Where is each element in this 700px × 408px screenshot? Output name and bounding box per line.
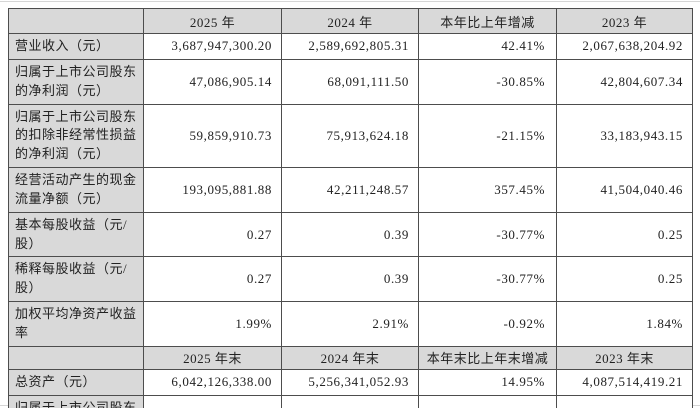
column-header-yoy-change: 本年比上年增减 xyxy=(418,8,557,34)
header-empty-cell xyxy=(8,345,144,370)
cell-value: 42,804,607.34 xyxy=(556,58,693,105)
cell-value: -21.15% xyxy=(418,103,557,169)
cell-value: 0.27 xyxy=(143,211,282,258)
cell-value: 47,086,905.14 xyxy=(143,58,282,105)
cell-value: 41,504,040.46 xyxy=(556,167,693,213)
column-header-2024-end: 2024 年末 xyxy=(281,345,419,370)
cell-value: 42.41% xyxy=(418,33,557,60)
financial-summary-table: 2025 年 2024 年 本年比上年增减 2023 年 营业收入（元） 3,6… xyxy=(8,8,693,408)
table-row-basic-eps: 基本每股收益（元/股） 0.27 0.39 -30.77% 0.25 xyxy=(8,211,693,258)
cell-value: 193,095,881.88 xyxy=(143,167,282,213)
cell-value: 0.27 xyxy=(143,256,282,303)
cell-value: 2,589,692,805.31 xyxy=(281,33,419,60)
column-header-2023: 2023 年 xyxy=(556,8,693,34)
cell-value: 0.39 xyxy=(281,256,419,303)
cell-value: -30.77% xyxy=(418,256,557,303)
cell-value: 0.39 xyxy=(281,211,419,258)
cell-value: 59,859,910.73 xyxy=(143,103,282,169)
column-header-period-end-change: 本年末比上年末增减 xyxy=(418,345,557,370)
cell-value: 4,087,514,419.21 xyxy=(556,368,693,396)
row-label: 归属于上市公司股东的净利润（元） xyxy=(8,58,144,105)
table-row-net-profit-excl-nonrecurring: 归属于上市公司股东的扣除非经常性损益的净利润（元） 59,859,910.73 … xyxy=(8,103,693,169)
row-label: 归属于上市公司股东的扣除非经常性损益的净利润（元） xyxy=(8,103,144,169)
cell-value: 2,334,027,246.43 xyxy=(556,394,693,408)
header-row-period-end: 2025 年末 2024 年末 本年末比上年末增减 2023 年末 xyxy=(8,345,693,370)
cell-value: 1.84% xyxy=(556,301,693,347)
row-label: 总资产（元） xyxy=(8,368,144,396)
column-header-2025: 2025 年 xyxy=(143,8,282,34)
table-row-net-profit: 归属于上市公司股东的净利润（元） 47,086,905.14 68,091,11… xyxy=(8,58,693,105)
cell-value: 0.25 xyxy=(556,256,693,303)
cell-value: 68,091,111.50 xyxy=(281,58,419,105)
table-row-net-assets: 归属于上市公司股东的净资产（元） 2,384,064,619.54 2,361,… xyxy=(8,394,693,408)
header-row-annual: 2025 年 2024 年 本年比上年增减 2023 年 xyxy=(8,8,693,34)
row-label: 经营活动产生的现金流量净额（元） xyxy=(8,167,144,213)
row-label: 加权平均净资产收益率 xyxy=(8,301,144,347)
table-row-revenue: 营业收入（元） 3,687,947,300.20 2,589,692,805.3… xyxy=(8,33,693,60)
cell-value: 357.45% xyxy=(418,167,557,213)
cell-value: 3,687,947,300.20 xyxy=(143,33,282,60)
cell-value: 2.91% xyxy=(281,301,419,347)
cell-value: 0.96% xyxy=(418,394,557,408)
column-header-2023-end: 2023 年末 xyxy=(556,345,693,370)
cell-value: -30.77% xyxy=(418,211,557,258)
cropped-content-line-top xyxy=(0,1,700,2)
row-label: 归属于上市公司股东的净资产（元） xyxy=(8,394,144,408)
cell-value: 2,384,064,619.54 xyxy=(143,394,282,408)
cell-value: 1.99% xyxy=(143,301,282,347)
row-label: 营业收入（元） xyxy=(8,33,144,60)
cell-value: 5,256,341,052.93 xyxy=(281,368,419,396)
column-header-2024: 2024 年 xyxy=(281,8,419,34)
cell-value: 6,042,126,338.00 xyxy=(143,368,282,396)
table-row-total-assets: 总资产（元） 6,042,126,338.00 5,256,341,052.93… xyxy=(8,368,693,396)
table-row-operating-cash-flow: 经营活动产生的现金流量净额（元） 193,095,881.88 42,211,2… xyxy=(8,167,693,213)
row-label: 基本每股收益（元/股） xyxy=(8,211,144,258)
cell-value: 42,211,248.57 xyxy=(281,167,419,213)
cell-value: 2,361,363,541.38 xyxy=(281,394,419,408)
cell-value: 33,183,943.15 xyxy=(556,103,693,169)
table-row-diluted-eps: 稀释每股收益（元/股） 0.27 0.39 -30.77% 0.25 xyxy=(8,256,693,303)
header-empty-cell xyxy=(8,8,144,34)
cell-value: -30.85% xyxy=(418,58,557,105)
cell-value: 0.25 xyxy=(556,211,693,258)
cell-value: -0.92% xyxy=(418,301,557,347)
cell-value: 2,067,638,204.92 xyxy=(556,33,693,60)
column-header-2025-end: 2025 年末 xyxy=(143,345,282,370)
table-row-weighted-avg-roe: 加权平均净资产收益率 1.99% 2.91% -0.92% 1.84% xyxy=(8,301,693,347)
cell-value: 14.95% xyxy=(418,368,557,396)
row-label: 稀释每股收益（元/股） xyxy=(8,256,144,303)
cell-value: 75,913,624.18 xyxy=(281,103,419,169)
